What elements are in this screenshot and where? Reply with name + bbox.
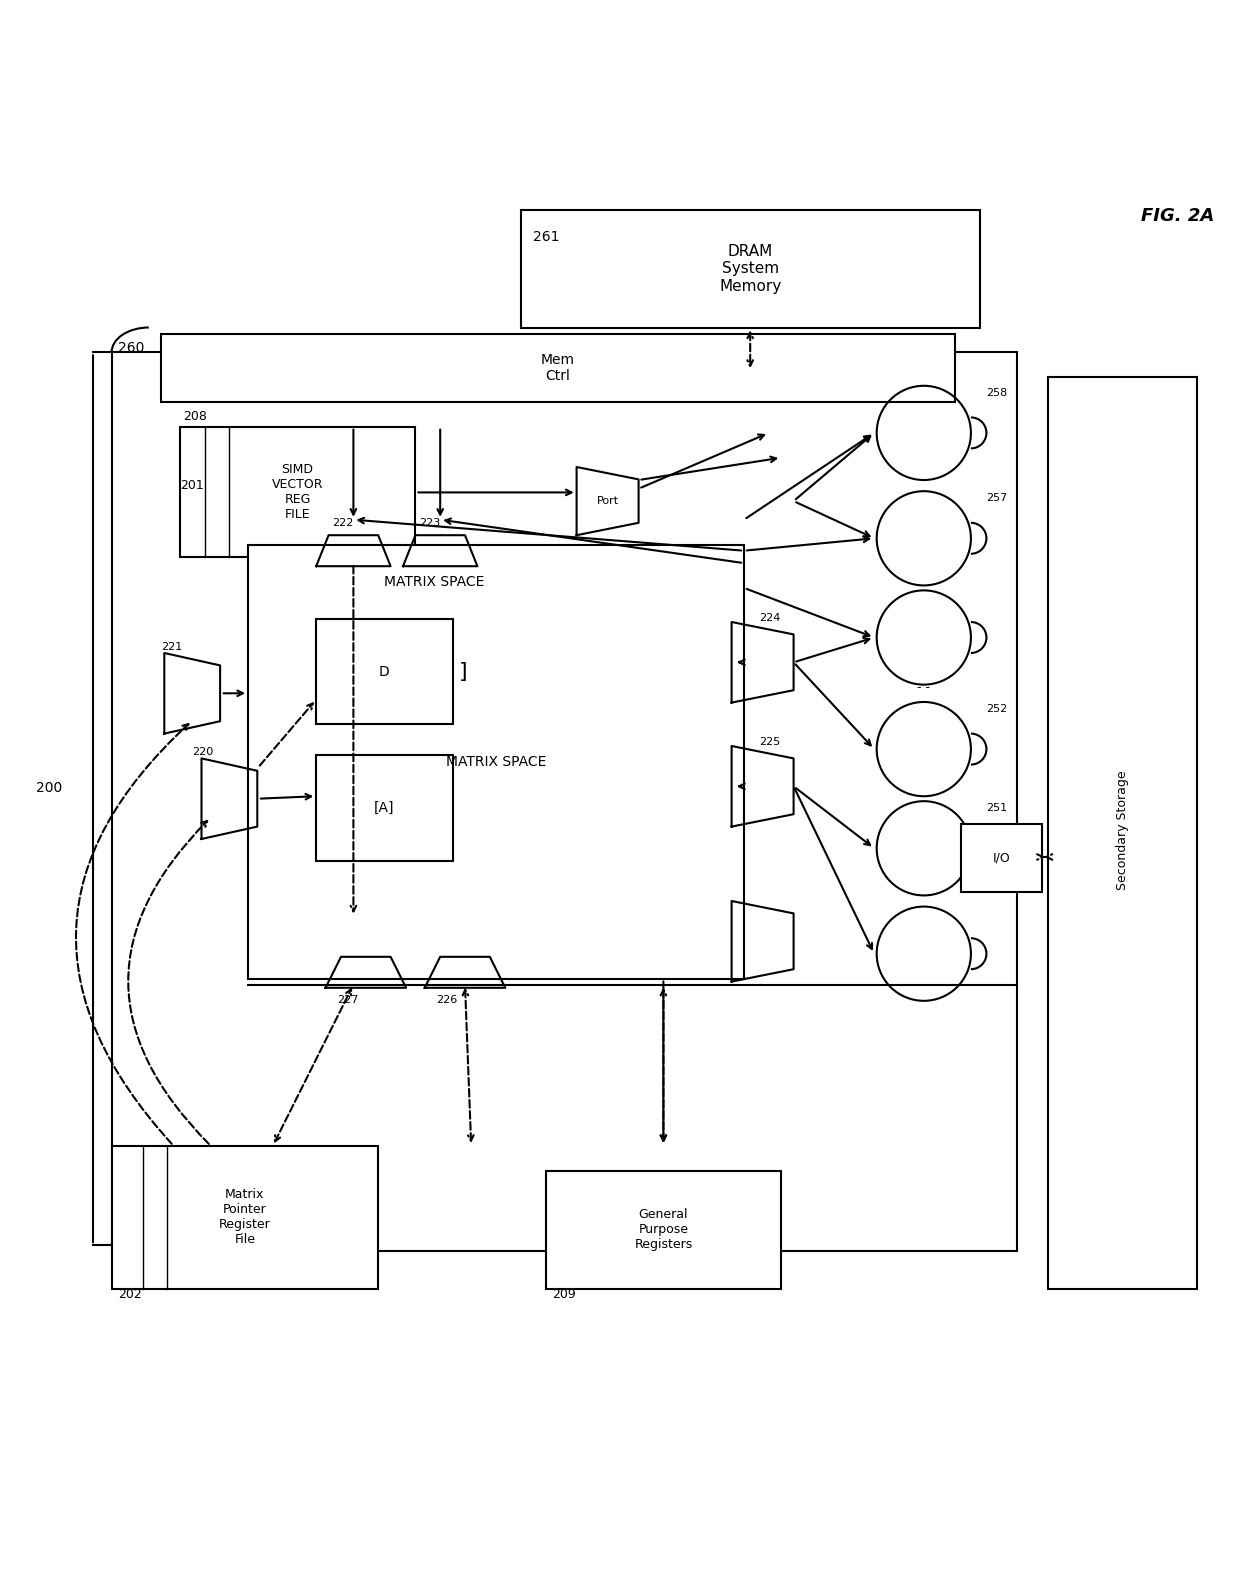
FancyBboxPatch shape [112,352,1017,1251]
FancyBboxPatch shape [161,334,955,403]
Text: Matrix
Pointer
Register
File: Matrix Pointer Register File [219,1189,270,1246]
Text: MATRIX SPACE: MATRIX SPACE [446,754,546,769]
Text: D: D [379,664,389,678]
Text: DRAM
System
Memory: DRAM System Memory [719,244,781,293]
Text: 227: 227 [337,995,358,1005]
Text: 223: 223 [419,518,440,528]
Text: [A]: [A] [374,800,394,815]
Text: General
Purpose
Registers: General Purpose Registers [635,1208,692,1251]
Text: 226: 226 [436,995,458,1005]
Text: 208: 208 [184,411,207,423]
Text: 258: 258 [986,388,1007,398]
Text: 251: 251 [986,804,1007,813]
Text: ]: ] [459,663,467,682]
Text: 252: 252 [986,704,1007,713]
Text: MATRIX SPACE: MATRIX SPACE [384,575,484,590]
Text: 224: 224 [759,613,780,623]
FancyBboxPatch shape [546,1171,781,1289]
Text: 261: 261 [533,230,559,244]
FancyBboxPatch shape [112,1146,378,1289]
Text: 209: 209 [552,1289,575,1301]
Text: 221: 221 [161,642,182,651]
Text: 201: 201 [180,479,203,491]
FancyBboxPatch shape [961,824,1042,892]
Text: FIG. 2A: FIG. 2A [1141,208,1214,225]
Text: - -: - - [918,682,930,694]
FancyBboxPatch shape [316,618,453,724]
Text: 222: 222 [332,518,353,528]
Text: Port: Port [596,496,619,506]
Text: 225: 225 [759,737,780,748]
Text: 202: 202 [118,1289,141,1301]
FancyBboxPatch shape [180,426,415,556]
FancyBboxPatch shape [521,209,980,328]
Text: 257: 257 [986,493,1007,502]
FancyBboxPatch shape [1048,377,1197,1289]
FancyBboxPatch shape [316,756,453,861]
Text: Secondary Storage: Secondary Storage [1116,770,1128,889]
Text: 200: 200 [36,781,63,796]
Text: Mem
Ctrl: Mem Ctrl [541,353,575,384]
Text: SIMD
VECTOR
REG
FILE: SIMD VECTOR REG FILE [272,463,324,521]
Text: 220: 220 [192,747,213,758]
Text: 260: 260 [118,341,144,355]
Text: I/O: I/O [992,851,1011,864]
FancyBboxPatch shape [248,545,744,978]
